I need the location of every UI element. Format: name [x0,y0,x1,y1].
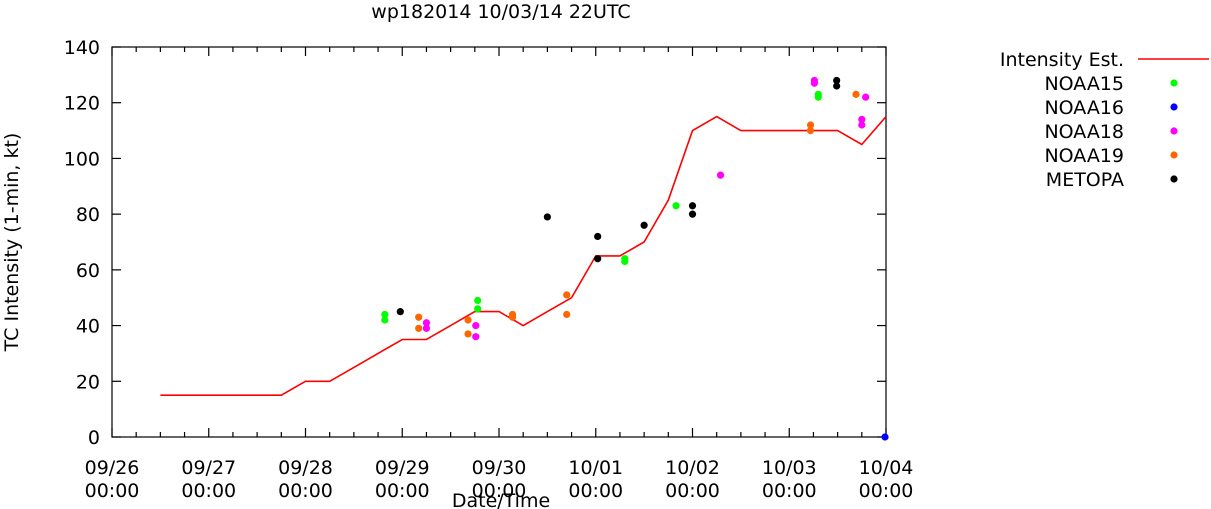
point-metopa [594,255,602,263]
x-tick-time-label: 00:00 [375,480,430,502]
x-tick-time-label: 00:00 [568,480,623,502]
point-noaa18 [716,171,725,179]
point-noaa15 [474,296,482,305]
x-axis-ticks: 09/2600:0009/2700:0009/2800:0009/2900:00… [85,47,914,502]
point-metopa [594,232,602,241]
legend-dot-swatch [1170,103,1178,111]
chart-title: wp182014 10/03/14 22UTC [371,1,630,23]
legend-label: NOAA19 [1044,145,1124,167]
point-noaa19 [806,126,815,135]
point-metopa [640,221,648,229]
point-noaa19 [464,316,472,324]
y-tick-label: 60 [76,260,100,282]
y-tick-label: 80 [76,204,100,226]
point-metopa [688,202,697,210]
y-tick-label: 120 [64,93,100,115]
x-tick-date-label: 09/28 [278,457,333,479]
plot-frame [111,46,887,438]
scatter-series [381,76,889,441]
point-noaa18 [810,79,819,87]
x-tick-time-label: 00:00 [762,480,817,502]
point-noaa15 [381,316,389,324]
x-tick-date-label: 10/04 [859,457,914,479]
x-tick-date-label: 09/26 [85,457,140,479]
y-axis-label: TC Intensity (1-min, kt) [1,133,23,353]
x-tick-date-label: 09/30 [472,457,527,479]
point-noaa19 [852,90,860,98]
x-axis-label: Date/Time [452,490,550,509]
y-tick-label: 140 [64,37,100,59]
intensity-est-line [160,115,887,397]
point-noaa18 [472,321,480,330]
point-noaa18 [472,333,480,341]
x-tick-time-label: 00:00 [472,480,527,502]
x-tick-time-label: 00:00 [181,480,236,502]
point-noaa19 [415,324,423,332]
x-tick-date-label: 09/29 [375,457,430,479]
point-noaa18 [858,121,866,129]
point-noaa19 [415,313,423,321]
point-noaa16 [881,433,889,441]
point-noaa19 [464,330,472,338]
legend-label: METOPA [1046,169,1124,191]
legend-label: NOAA15 [1044,73,1124,95]
x-tick-date-label: 09/27 [181,457,236,479]
point-noaa15 [814,93,822,101]
point-metopa [833,82,841,90]
x-tick-time-label: 00:00 [85,480,140,502]
legend-dot-swatch [1170,127,1178,135]
y-tick-label: 20 [76,371,100,393]
x-tick-time-label: 00:00 [665,480,720,502]
point-noaa18 [422,319,431,327]
point-noaa15 [621,257,629,266]
point-noaa15 [381,310,389,319]
x-tick-time-label: 00:00 [278,480,333,502]
point-noaa18 [858,115,866,124]
point-metopa [543,213,551,221]
y-tick-label: 0 [88,427,100,449]
point-noaa19 [563,310,571,319]
y-axis-ticks: 0 20 40 60 80 100 120 140 [64,37,886,449]
y-tick-label: 100 [64,148,100,170]
legend-label: NOAA16 [1044,97,1124,119]
point-noaa15 [672,202,680,210]
x-tick-date-label: 10/01 [568,457,623,479]
point-noaa19 [508,313,517,321]
legend-label: Intensity Est. [1000,49,1124,71]
point-noaa19 [563,291,571,299]
point-noaa18 [862,93,870,101]
legend-dot-swatch [1170,151,1178,159]
plot-border [111,46,887,438]
point-noaa18 [422,324,431,332]
legend-label: NOAA18 [1044,121,1124,143]
point-metopa [396,308,404,316]
x-tick-date-label: 10/02 [665,457,720,479]
intensity-line-series [160,115,887,397]
legend: Intensity Est.NOAA15NOAA16NOAA18NOAA19ME… [1000,49,1209,191]
x-tick-time-label: 00:00 [859,480,914,502]
y-tick-label: 40 [76,316,100,338]
x-tick-date-label: 10/03 [762,457,817,479]
point-metopa [688,210,697,218]
legend-dot-swatch [1170,175,1178,183]
legend-dot-swatch [1170,79,1178,87]
point-noaa19 [806,121,815,129]
point-metopa [833,76,841,85]
point-noaa15 [474,305,482,313]
